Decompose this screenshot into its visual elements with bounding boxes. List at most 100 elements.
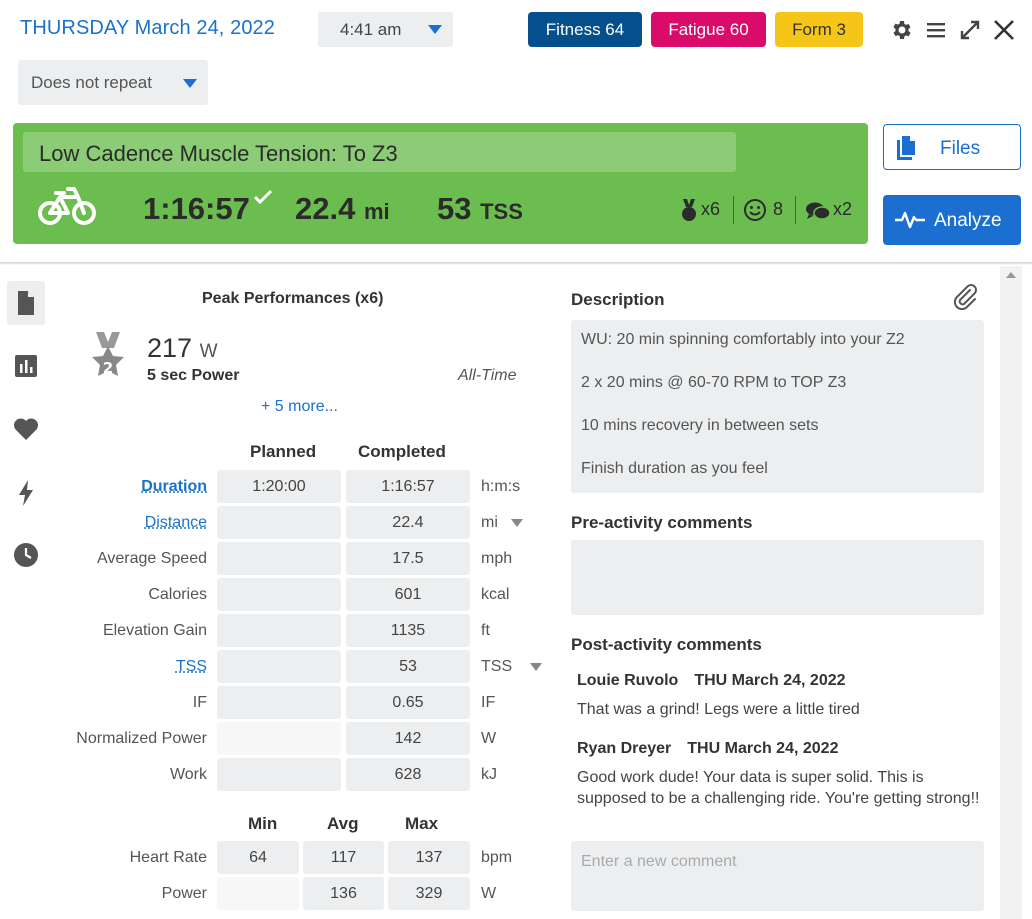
close-icon[interactable]: [992, 18, 1016, 42]
files-button[interactable]: Files: [883, 124, 1021, 170]
row-label: Normalized Power: [76, 730, 207, 747]
planned-cell[interactable]: [217, 758, 341, 791]
completed-cell[interactable]: 1:16:57: [346, 470, 470, 503]
description-line: 10 mins recovery in between sets: [581, 417, 819, 434]
workout-title[interactable]: Low Cadence Muscle Tension: To Z3: [23, 132, 736, 172]
avg-cell[interactable]: 117: [303, 841, 384, 874]
planned-cell[interactable]: [217, 614, 341, 647]
nav-lightning[interactable]: [7, 470, 45, 514]
repeat-value: Does not repeat: [31, 73, 152, 92]
analyze-button[interactable]: Analyze: [883, 195, 1021, 245]
comments-count: x2: [833, 199, 853, 219]
divider: [733, 196, 734, 224]
more-peaks-link[interactable]: + 5 more...: [261, 398, 338, 415]
max-cell[interactable]: 137: [388, 841, 470, 874]
post-activity-title: Post-activity comments: [571, 635, 762, 654]
comments-icon: [806, 202, 831, 220]
chevron-down-icon: [183, 79, 197, 88]
description-box[interactable]: WU: 20 min spinning comfortably into you…: [571, 320, 984, 493]
min-cell[interactable]: [217, 877, 299, 910]
row-unit: W: [481, 730, 497, 747]
comment-date: THU March 24, 2022: [687, 740, 839, 757]
completed-cell[interactable]: 22.4: [346, 506, 470, 539]
comment-author[interactable]: Ryan Dreyer: [577, 740, 672, 757]
menu-icon[interactable]: [924, 18, 948, 42]
row-unit: TSS: [481, 658, 513, 675]
row-label: Average Speed: [96, 550, 207, 567]
unit-dropdown-icon[interactable]: [511, 519, 523, 527]
nav-chart[interactable]: [7, 345, 45, 389]
row-unit: W: [481, 885, 497, 902]
planned-cell[interactable]: [217, 578, 341, 611]
planned-cell[interactable]: [217, 686, 341, 719]
completed-cell[interactable]: 1135: [346, 614, 470, 647]
completed-cell[interactable]: 628: [346, 758, 470, 791]
completed-cell[interactable]: 0.65: [346, 686, 470, 719]
row-label[interactable]: TSS: [175, 658, 207, 675]
planned-cell[interactable]: [217, 542, 341, 575]
planned-cell[interactable]: 1:20:00: [217, 470, 341, 503]
scroll-up-icon[interactable]: [1006, 272, 1016, 278]
row-unit: mi: [481, 514, 498, 531]
form-badge[interactable]: Form 3: [775, 12, 863, 47]
description-line: WU: 20 min spinning comfortably into you…: [581, 331, 905, 348]
fatigue-badge[interactable]: Fatigue 60: [651, 12, 766, 47]
completed-cell[interactable]: 17.5: [346, 542, 470, 575]
time-select[interactable]: 4:41 am: [318, 12, 453, 47]
row-label: Work: [169, 766, 207, 783]
repeat-select[interactable]: Does not repeat: [18, 60, 208, 105]
row-unit: bpm: [481, 849, 513, 866]
min-cell[interactable]: 64: [217, 841, 299, 874]
completed-cell[interactable]: 601: [346, 578, 470, 611]
distance-stat: 22.4: [295, 191, 356, 226]
peak-label: 5 sec Power: [147, 367, 240, 384]
fitness-badge[interactable]: Fitness 64: [528, 12, 642, 47]
nav-clock[interactable]: [7, 533, 45, 577]
medal-rank: 2: [103, 359, 113, 377]
tss-unit: TSS: [480, 199, 523, 224]
files-label: Files: [940, 138, 981, 159]
feel-value: 8: [773, 199, 784, 219]
date-title[interactable]: THURSDAY March 24, 2022: [20, 17, 275, 39]
gear-icon[interactable]: [890, 18, 914, 42]
nav-heart[interactable]: [7, 407, 45, 451]
peak-value: 217: [147, 333, 193, 363]
medal-count: x6: [701, 199, 721, 219]
workout-card: Low Cadence Muscle Tension: To Z3 1:16:5…: [13, 123, 868, 244]
comment-header: Ryan Dreyer THU March 24, 2022: [577, 740, 838, 758]
col-planned: Planned: [250, 442, 317, 461]
row-unit: kJ: [481, 766, 497, 783]
planned-cell[interactable]: [217, 722, 341, 755]
col-max: Max: [405, 814, 439, 833]
pre-activity-comment-box[interactable]: [571, 540, 984, 615]
lightning-icon: [19, 480, 33, 506]
col-completed: Completed: [358, 442, 446, 461]
completed-cell[interactable]: 142: [346, 722, 470, 755]
unit-dropdown-icon[interactable]: [530, 663, 542, 671]
scrollbar[interactable]: [1000, 266, 1022, 919]
row-label: Power: [161, 885, 207, 902]
comment-author[interactable]: Louie Ruvolo: [577, 672, 679, 689]
peak-period: All-Time: [458, 367, 517, 384]
paperclip-icon[interactable]: [953, 284, 977, 310]
comment-text: That was a grind! Legs were a little tir…: [577, 701, 860, 718]
row-unit: h:m:s: [481, 478, 521, 495]
expand-icon[interactable]: [958, 18, 982, 42]
planned-cell[interactable]: [217, 650, 341, 683]
planned-cell[interactable]: [217, 506, 341, 539]
duration-stat: 1:16:57: [143, 191, 250, 226]
new-comment-input[interactable]: [571, 841, 984, 911]
smiley-icon: [744, 199, 766, 221]
row-label[interactable]: Distance: [144, 514, 207, 531]
row-label[interactable]: Duration: [141, 478, 207, 495]
nav-file[interactable]: [7, 281, 45, 325]
avg-cell[interactable]: 136: [303, 877, 384, 910]
completed-cell[interactable]: 53: [346, 650, 470, 683]
row-label: IF: [192, 694, 207, 711]
check-icon: [253, 189, 273, 205]
chevron-down-icon: [428, 25, 442, 34]
analyze-label: Analyze: [934, 210, 1002, 231]
medal-icon: [682, 199, 696, 221]
time-value: 4:41 am: [340, 20, 402, 39]
max-cell[interactable]: 329: [388, 877, 470, 910]
